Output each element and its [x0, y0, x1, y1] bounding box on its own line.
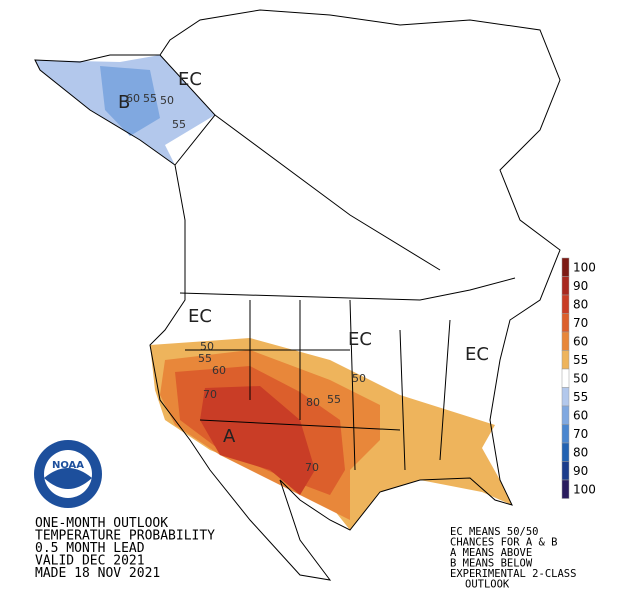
map-label: EC — [348, 329, 372, 350]
map-label: EC — [188, 306, 212, 327]
legend: 100 90 80 70 60 55 50 55 60 70 80 90 100 — [561, 257, 596, 499]
legend-label: 50 — [573, 371, 588, 385]
map-label: EC — [178, 69, 202, 90]
legend-label: 90 — [573, 279, 588, 293]
below-60 — [100, 66, 160, 136]
legend-swatch — [561, 313, 570, 333]
map-label: 55 — [198, 352, 212, 365]
legend-swatch — [561, 331, 570, 351]
caption-line: 0.5 MONTH LEAD — [35, 541, 145, 556]
logo-text: NOAA — [52, 460, 84, 471]
map-labels: EC B 60 55 50 55 EC EC EC 50 55 60 70 A … — [118, 69, 489, 474]
map-label: 55 — [327, 393, 341, 406]
legend-swatch — [561, 257, 570, 277]
legend-label: 80 — [573, 297, 588, 311]
legend-label: 60 — [573, 334, 588, 348]
note-line: EXPERIMENTAL 2-CLASS — [450, 568, 576, 580]
note-line: B MEANS BELOW — [450, 558, 533, 570]
legend-label: 100 — [573, 260, 596, 274]
map-label: EC — [465, 344, 489, 365]
map-label: 55 — [172, 118, 186, 131]
note-line: EC MEANS 50/50 — [450, 526, 539, 538]
legend-swatch — [561, 479, 570, 499]
map-label: 50 — [200, 340, 214, 353]
legend-swatch — [561, 294, 570, 314]
caption-line: MADE 18 NOV 2021 — [35, 566, 160, 581]
legend-swatch — [561, 387, 570, 407]
borders — [34, 9, 561, 581]
legend-label: 70 — [573, 316, 588, 330]
note-line: A MEANS ABOVE — [450, 547, 532, 559]
logo-bird — [44, 468, 92, 489]
map-label: 50 — [160, 94, 174, 107]
caption-line: VALID DEC 2021 — [35, 554, 145, 569]
above-80 — [200, 386, 315, 495]
note-line: CHANCES FOR A & B — [450, 537, 557, 549]
legend-swatch — [561, 442, 570, 462]
legend-label: 90 — [573, 464, 588, 478]
note-line: OUTLOOK — [465, 579, 510, 591]
map-label: 60 — [126, 92, 140, 105]
shading — [35, 55, 512, 530]
map-label: 70 — [305, 461, 319, 474]
legend-label: 55 — [573, 390, 588, 404]
legend-swatch — [561, 405, 570, 425]
map-label: A — [223, 426, 236, 447]
legend-label: 100 — [573, 482, 596, 496]
map-label: 55 — [143, 92, 157, 105]
map-label: B — [118, 92, 130, 113]
legend-label: 55 — [573, 353, 588, 367]
legend-swatch — [561, 368, 570, 388]
legend-swatch — [561, 350, 570, 370]
caption-line: TEMPERATURE PROBABILITY — [35, 529, 215, 544]
legend-swatch — [561, 424, 570, 444]
noaa-logo: NOAA — [34, 440, 102, 508]
legend-label: 70 — [573, 427, 588, 441]
map-label: 60 — [212, 364, 226, 377]
map-label: 70 — [203, 388, 217, 401]
map-label: 80 — [306, 396, 320, 409]
legend-label: 80 — [573, 445, 588, 459]
map-label: 50 — [352, 372, 366, 385]
caption-line: ONE-MONTH OUTLOOK — [35, 516, 168, 531]
legend-swatch — [561, 276, 570, 296]
legend-label: 60 — [573, 408, 588, 422]
legend-swatch — [561, 461, 570, 481]
